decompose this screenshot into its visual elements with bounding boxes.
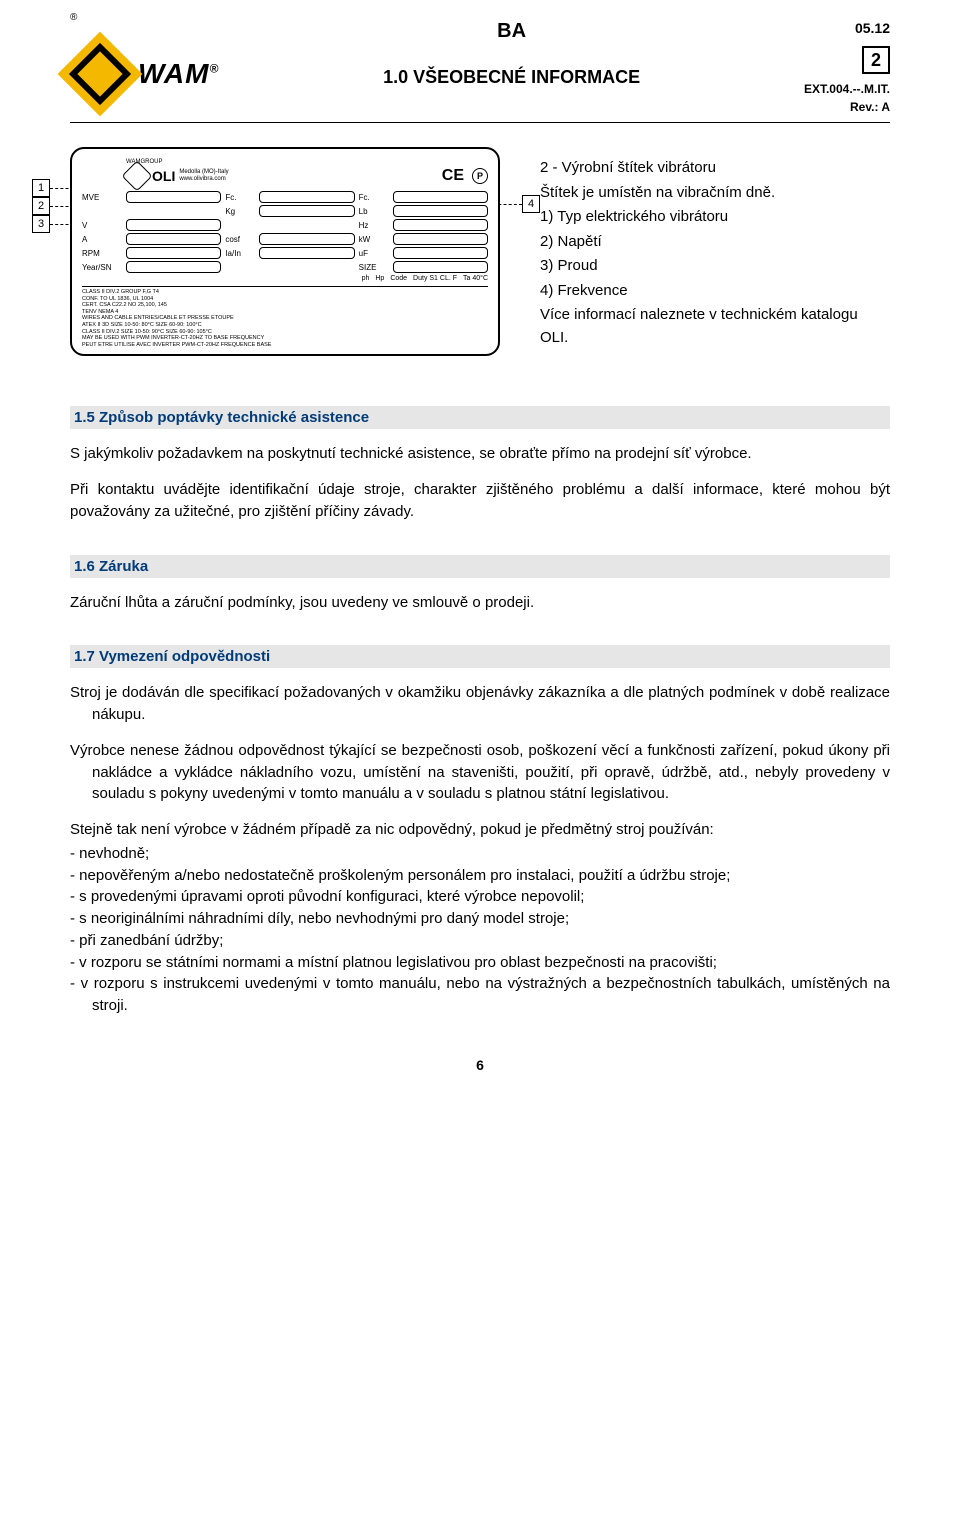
doc-title: 1.0 VŠEOBECNÉ INFORMACE: [219, 67, 804, 88]
section-1-7-head: 1.7 Vymezení odpovědnosti: [70, 645, 890, 668]
legend-title: 2 - Výrobní štítek vibrátoru: [540, 157, 890, 180]
s15-p2: Při kontaktu uvádějte identifikační údaj…: [70, 479, 890, 523]
nameplate-fields: MVE Fc. Fc. Kg Lb V Hz A cosf kW RPM Ia/…: [82, 191, 488, 273]
ce-mark-icon: CE: [442, 167, 464, 185]
legend-l5: 4) Frekvence: [540, 280, 890, 303]
diagram-legend: 2 - Výrobní štítek vibrátoru Štítek je u…: [540, 147, 890, 351]
s17-b6: - v rozporu se státními normami a místní…: [70, 952, 890, 974]
section-number-box: 2: [862, 46, 890, 74]
np-company1: Medolla (MO)-Italy: [179, 169, 228, 176]
s17-b4: - s neoriginálními náhradními díly, nebo…: [70, 908, 890, 930]
section-1-5-head: 1.5 Způsob poptávky technické asistence: [70, 406, 890, 429]
s16-p1: Záruční lhůta a záruční podmínky, jsou u…: [70, 592, 890, 614]
nameplate-diagram: 1 2 3 4 WAMGROUP OLI M: [70, 147, 500, 356]
s17-p2: Výrobce nenese žádnou odpovědnost týkají…: [92, 740, 890, 805]
p-circle-icon: P: [472, 168, 488, 184]
s17-b3: - s provedenými úpravami oproti původní …: [70, 886, 890, 908]
s15-p1: S jakýmkoliv požadavkem na poskytnutí te…: [70, 443, 890, 465]
page-header: ® WAM® BA 1.0 VŠEOBECNÉ INFORMACE 05.12 …: [70, 20, 890, 123]
np-oli: OLI: [152, 168, 175, 184]
legend-l1: Štítek je umístěn na vibračním dně.: [540, 182, 890, 205]
page-number: 6: [70, 1057, 890, 1073]
s17-b1: - nevhodně;: [70, 843, 890, 865]
doc-rev: Rev.: A: [804, 100, 890, 114]
legend-l4: 3) Proud: [540, 255, 890, 278]
legend-l3: 2) Napětí: [540, 231, 890, 254]
octagon-icon: [121, 160, 152, 191]
section-1-6-head: 1.6 Záruka: [70, 555, 890, 578]
legend-l6: Více informací naleznete v technickém ka…: [540, 304, 890, 349]
doc-date: 05.12: [804, 20, 890, 36]
s17-b7: - v rozporu s instrukcemi uvedenými v to…: [92, 973, 890, 1017]
doc-code: BA: [219, 20, 804, 43]
logo-diamond-icon: [58, 32, 143, 117]
s17-p1: Stroj je dodáván dle specifikací požadov…: [92, 682, 890, 726]
legend-l2: 1) Typ elektrického vibrátoru: [540, 206, 890, 229]
nameplate: WAMGROUP OLI Medolla (MO)-Italy www.oliv…: [70, 147, 500, 356]
nameplate-fineprint: CLASS II DIV.2 GROUP F,G T4 CONF. TO UL …: [82, 286, 488, 348]
s17-b2: - nepověřeným a/nebo nedostatečně proško…: [70, 865, 890, 887]
brand-logo: WAM®: [70, 44, 219, 104]
doc-ext: EXT.004.--.M.IT.: [804, 82, 890, 96]
registered-mark: ®: [70, 12, 77, 23]
np-company2: www.olivibra.com: [179, 176, 228, 183]
s17-b5: - při zanedbání údržby;: [70, 930, 890, 952]
s17-p3: Stejně tak není výrobce v žádném případě…: [70, 819, 890, 841]
brand-name: WAM®: [138, 58, 219, 90]
